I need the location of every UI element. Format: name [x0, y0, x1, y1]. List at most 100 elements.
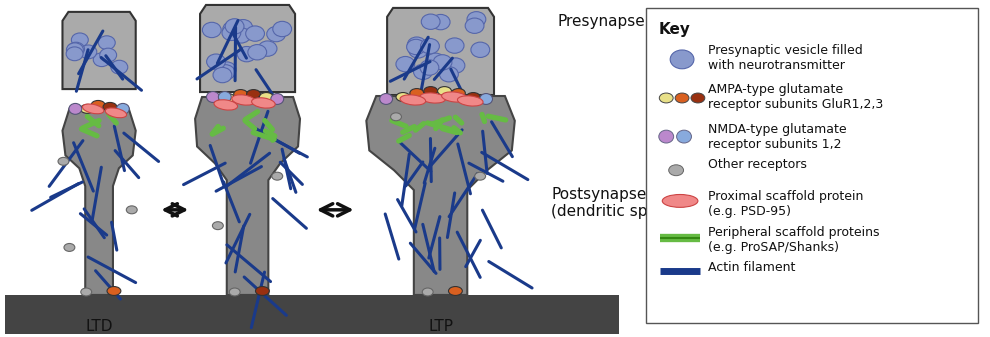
Ellipse shape — [266, 26, 285, 42]
Ellipse shape — [223, 21, 242, 37]
Ellipse shape — [117, 103, 130, 114]
Ellipse shape — [433, 55, 451, 70]
Ellipse shape — [202, 22, 221, 38]
Ellipse shape — [407, 37, 426, 52]
Ellipse shape — [213, 222, 224, 229]
Ellipse shape — [446, 58, 465, 73]
Ellipse shape — [272, 172, 283, 180]
Ellipse shape — [396, 93, 410, 101]
Ellipse shape — [64, 243, 75, 251]
Ellipse shape — [467, 11, 486, 27]
Polygon shape — [366, 96, 515, 295]
Ellipse shape — [58, 157, 69, 165]
Ellipse shape — [69, 103, 82, 114]
Ellipse shape — [442, 92, 467, 102]
Ellipse shape — [407, 39, 426, 55]
Ellipse shape — [91, 100, 105, 110]
Ellipse shape — [222, 25, 241, 40]
Ellipse shape — [412, 40, 431, 55]
Text: NMDA-type glutamate
receptor subunits 1,2: NMDA-type glutamate receptor subunits 1,… — [708, 123, 846, 151]
Text: Presynaptic vesicle filled
with neurotransmitter: Presynaptic vesicle filled with neurotra… — [708, 43, 862, 71]
Ellipse shape — [475, 172, 486, 180]
Ellipse shape — [424, 87, 438, 95]
Ellipse shape — [273, 21, 292, 37]
Ellipse shape — [80, 45, 97, 59]
Ellipse shape — [105, 108, 127, 118]
Ellipse shape — [80, 104, 94, 113]
Ellipse shape — [466, 93, 480, 101]
Ellipse shape — [465, 18, 484, 33]
Ellipse shape — [238, 47, 256, 62]
Ellipse shape — [380, 94, 393, 104]
Ellipse shape — [423, 288, 434, 296]
Ellipse shape — [230, 288, 241, 296]
Ellipse shape — [414, 64, 433, 80]
Ellipse shape — [659, 93, 673, 103]
Ellipse shape — [221, 94, 235, 102]
Ellipse shape — [448, 286, 462, 296]
Ellipse shape — [217, 62, 236, 77]
Ellipse shape — [251, 98, 275, 108]
Ellipse shape — [100, 48, 117, 62]
Ellipse shape — [67, 42, 84, 56]
Ellipse shape — [207, 92, 220, 102]
Text: Key: Key — [658, 22, 690, 37]
Ellipse shape — [219, 92, 232, 102]
Ellipse shape — [66, 47, 83, 61]
Ellipse shape — [668, 165, 683, 176]
Ellipse shape — [662, 194, 698, 207]
Ellipse shape — [421, 38, 440, 54]
Ellipse shape — [213, 67, 232, 83]
Ellipse shape — [247, 90, 260, 98]
Ellipse shape — [232, 28, 250, 43]
Text: Proximal scaffold protein
(e.g. PSD-95): Proximal scaffold protein (e.g. PSD-95) — [708, 190, 863, 218]
Ellipse shape — [432, 14, 450, 30]
Ellipse shape — [225, 19, 244, 34]
Ellipse shape — [111, 60, 128, 74]
Ellipse shape — [246, 26, 264, 41]
Ellipse shape — [438, 87, 451, 95]
Ellipse shape — [255, 286, 269, 296]
Ellipse shape — [457, 96, 483, 106]
Ellipse shape — [675, 93, 689, 103]
Ellipse shape — [103, 102, 117, 111]
Ellipse shape — [422, 14, 441, 29]
Ellipse shape — [214, 100, 238, 110]
FancyBboxPatch shape — [646, 8, 978, 323]
Ellipse shape — [451, 89, 465, 97]
Polygon shape — [387, 8, 494, 95]
Ellipse shape — [420, 93, 446, 103]
Ellipse shape — [234, 90, 248, 98]
Text: LTD: LTD — [85, 319, 113, 334]
Polygon shape — [62, 12, 136, 89]
Ellipse shape — [391, 113, 402, 121]
Ellipse shape — [440, 67, 458, 82]
Ellipse shape — [107, 286, 121, 296]
Ellipse shape — [658, 130, 673, 143]
Ellipse shape — [396, 57, 415, 72]
Text: Postsynapse
(dendritic spine): Postsynapse (dendritic spine) — [551, 187, 677, 219]
Ellipse shape — [691, 93, 705, 103]
Ellipse shape — [66, 43, 83, 57]
Polygon shape — [5, 295, 619, 334]
Ellipse shape — [81, 288, 92, 296]
Ellipse shape — [480, 94, 493, 104]
Ellipse shape — [409, 43, 428, 58]
Ellipse shape — [127, 206, 138, 214]
Ellipse shape — [93, 53, 110, 67]
Ellipse shape — [426, 53, 445, 68]
Ellipse shape — [207, 54, 226, 69]
Polygon shape — [200, 5, 295, 92]
Text: Actin filament: Actin filament — [708, 261, 795, 274]
Ellipse shape — [271, 94, 284, 104]
Text: LTP: LTP — [428, 319, 453, 334]
Text: Other receptors: Other receptors — [708, 158, 807, 171]
Ellipse shape — [258, 41, 277, 56]
Ellipse shape — [82, 104, 104, 114]
Ellipse shape — [410, 89, 424, 97]
Text: Peripheral scaffold proteins
(e.g. ProSAP/Shanks): Peripheral scaffold proteins (e.g. ProSA… — [708, 226, 879, 254]
Ellipse shape — [232, 95, 255, 105]
Ellipse shape — [670, 50, 694, 69]
Ellipse shape — [446, 38, 464, 53]
Ellipse shape — [248, 44, 266, 60]
